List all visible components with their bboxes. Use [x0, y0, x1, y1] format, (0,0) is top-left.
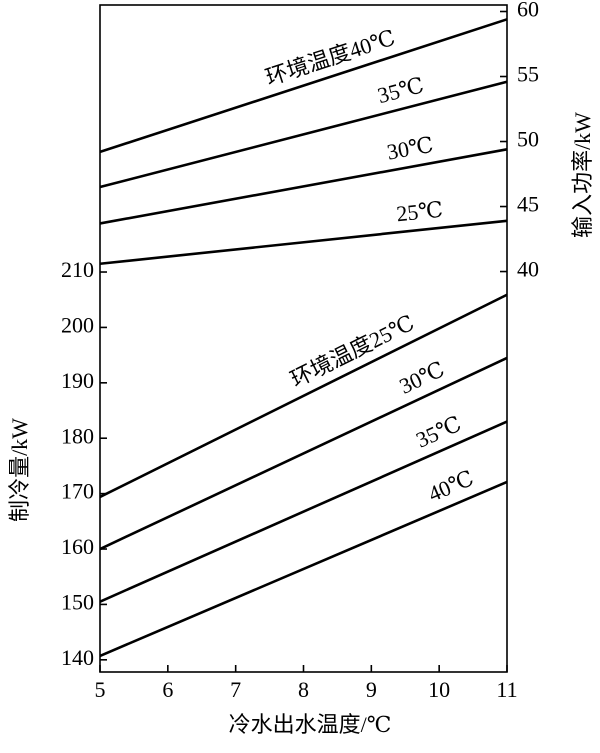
y2-tick-label: 55 — [517, 62, 539, 87]
series-line — [99, 219, 508, 266]
y-tick-label: 190 — [61, 368, 94, 393]
series-label: 30℃ — [395, 356, 448, 398]
x-tick-label: 11 — [496, 677, 517, 702]
x-tick-label: 10 — [428, 677, 450, 702]
y-tick-label: 200 — [61, 312, 94, 337]
x-tick-label: 9 — [366, 677, 377, 702]
y-tick-label: 160 — [61, 534, 94, 559]
series-label: 25℃ — [395, 197, 444, 227]
y-tick-label: 210 — [61, 257, 94, 282]
y-tick-label: 150 — [61, 589, 94, 614]
series-line — [99, 148, 508, 225]
y-tick-label: 170 — [61, 479, 94, 504]
series-label: 35℃ — [375, 72, 426, 108]
x-tick-label: 6 — [162, 677, 173, 702]
y2-axis-label: 输入功率/kW — [570, 112, 595, 238]
series-line — [99, 480, 508, 658]
x-tick-label: 8 — [298, 677, 309, 702]
plot-frame — [99, 4, 508, 673]
y2-tick-label: 60 — [517, 0, 539, 22]
series-label: 30℃ — [385, 132, 435, 165]
series-line — [99, 18, 508, 154]
series-line — [99, 80, 508, 189]
y2-tick-label: 50 — [517, 127, 539, 152]
series-label: 40℃ — [425, 465, 478, 506]
y-tick-label: 140 — [61, 645, 94, 670]
x-tick-label: 7 — [230, 677, 241, 702]
series-line — [99, 420, 508, 603]
y2-tick-label: 40 — [517, 257, 539, 282]
series-line — [99, 356, 508, 551]
series-label: 环境温度40℃ — [262, 25, 398, 90]
y2-tick-label: 45 — [517, 192, 539, 217]
series-label: 35℃ — [412, 411, 465, 453]
x-tick-label: 5 — [95, 677, 106, 702]
y-axis-label: 制冷量/kW — [7, 418, 32, 522]
x-axis-label: 冷水出水温度/℃ — [229, 712, 392, 737]
y-tick-label: 180 — [61, 423, 94, 448]
series-line — [99, 293, 508, 499]
